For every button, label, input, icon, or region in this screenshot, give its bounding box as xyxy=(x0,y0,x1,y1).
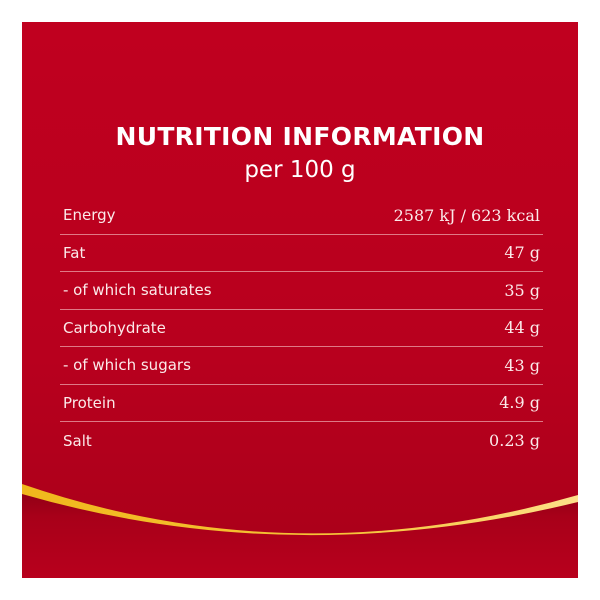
row-value: 47 g xyxy=(504,243,540,263)
page-subtitle: per 100 g xyxy=(244,157,356,183)
row-label: Carbohydrate xyxy=(63,318,166,337)
nutrition-panel: NUTRITION INFORMATION per 100 g Energy 25… xyxy=(22,22,578,578)
row-value: 0.23 g xyxy=(489,431,540,451)
row-label: - of which sugars xyxy=(63,356,191,375)
gold-swoosh-decoration xyxy=(22,484,578,578)
table-row-salt: Salt 0.23 g xyxy=(60,422,543,460)
table-row-saturates: - of which saturates 35 g xyxy=(60,272,543,310)
table-row-energy: Energy 2587 kJ / 623 kcal xyxy=(60,197,543,235)
row-value: 2587 kJ / 623 kcal xyxy=(393,205,540,225)
row-value: 44 g xyxy=(504,318,540,338)
nutrition-table: Energy 2587 kJ / 623 kcal Fat 47 g - of wh… xyxy=(60,197,543,460)
table-row-carbohydrate: Carbohydrate 44 g xyxy=(60,310,543,347)
table-row-fat: Fat 47 g xyxy=(60,235,543,272)
page-title: NUTRITION INFORMATION xyxy=(115,122,485,151)
row-value: 43 g xyxy=(504,355,540,375)
row-value: 4.9 g xyxy=(499,393,540,413)
row-label: - of which saturates xyxy=(63,281,212,300)
row-label: Salt xyxy=(63,431,92,450)
table-row-sugars: - of which sugars 43 g xyxy=(60,347,543,385)
table-row-protein: Protein 4.9 g xyxy=(60,385,543,422)
row-value: 35 g xyxy=(504,280,540,300)
row-label: Energy xyxy=(63,206,116,225)
row-label: Fat xyxy=(63,243,86,262)
row-label: Protein xyxy=(63,393,116,412)
